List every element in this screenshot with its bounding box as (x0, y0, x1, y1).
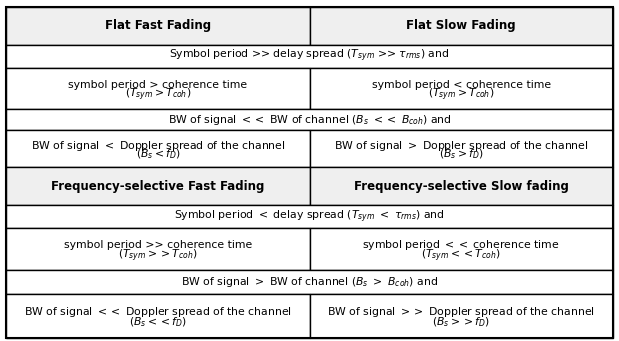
Bar (6, 294, 310, 338)
Text: symbol period >> coherence time: symbol period >> coherence time (64, 240, 252, 251)
Text: $(T_{sym} > T_{coh})$: $(T_{sym} > T_{coh})$ (124, 87, 191, 103)
Bar (6, 68, 310, 109)
Text: $(B_s < f_D)$: $(B_s < f_D)$ (136, 148, 180, 161)
Text: BW of signal $>$ BW of channel ($B_s$ $>$ $B_{coh}$) and: BW of signal $>$ BW of channel ($B_s$ $>… (181, 275, 438, 289)
Bar (310, 167, 613, 205)
Text: BW of signal $<<$ BW of channel ($B_s$ $<<$ $B_{coh}$) and: BW of signal $<<$ BW of channel ($B_s$ $… (168, 113, 451, 127)
Bar (6, 45, 613, 68)
Bar (6, 7, 310, 45)
Text: BW of signal $>>$ Doppler spread of the channel: BW of signal $>>$ Doppler spread of the … (327, 305, 595, 319)
Text: BW of signal $<$ Doppler spread of the channel: BW of signal $<$ Doppler spread of the c… (30, 138, 285, 152)
Bar (6, 130, 310, 167)
Text: Symbol period $<$ delay spread ($T_{sym}$ $<$ $\tau_{rms}$) and: Symbol period $<$ delay spread ($T_{sym}… (174, 208, 445, 225)
Bar (310, 228, 613, 270)
Text: Flat Slow Fading: Flat Slow Fading (406, 19, 516, 32)
Text: BW of signal $<<$ Doppler spread of the channel: BW of signal $<<$ Doppler spread of the … (24, 305, 292, 319)
Text: $(B_s > f_D)$: $(B_s > f_D)$ (439, 148, 483, 161)
Bar (310, 68, 613, 109)
Text: $(T_{sym} >> T_{coh})$: $(T_{sym} >> T_{coh})$ (118, 247, 197, 264)
Text: $(B_s << f_D)$: $(B_s << f_D)$ (129, 316, 187, 329)
Text: symbol period > coherence time: symbol period > coherence time (68, 80, 248, 90)
Text: BW of signal $>$ Doppler spread of the channel: BW of signal $>$ Doppler spread of the c… (334, 138, 589, 152)
Text: Symbol period >> delay spread ($T_{sym}$ >> $\tau_{rms}$) and: Symbol period >> delay spread ($T_{sym}$… (169, 48, 450, 64)
Text: Frequency-selective Fast Fading: Frequency-selective Fast Fading (51, 180, 264, 193)
Bar (6, 205, 613, 228)
Text: Frequency-selective Slow fading: Frequency-selective Slow fading (353, 180, 569, 193)
Bar (6, 228, 310, 270)
Text: symbol period < coherence time: symbol period < coherence time (371, 80, 551, 90)
Bar (6, 270, 613, 294)
Bar (6, 109, 613, 130)
Bar (310, 294, 613, 338)
Bar (310, 130, 613, 167)
Text: $(T_{sym} << T_{coh})$: $(T_{sym} << T_{coh})$ (422, 247, 501, 264)
Bar (6, 167, 310, 205)
Text: $(B_s >> f_D)$: $(B_s >> f_D)$ (432, 316, 490, 329)
Text: Flat Fast Fading: Flat Fast Fading (105, 19, 211, 32)
Text: symbol period $<<$ coherence time: symbol period $<<$ coherence time (363, 238, 560, 252)
Text: $(T_{sym} > T_{coh})$: $(T_{sym} > T_{coh})$ (428, 87, 495, 103)
Bar (310, 7, 613, 45)
